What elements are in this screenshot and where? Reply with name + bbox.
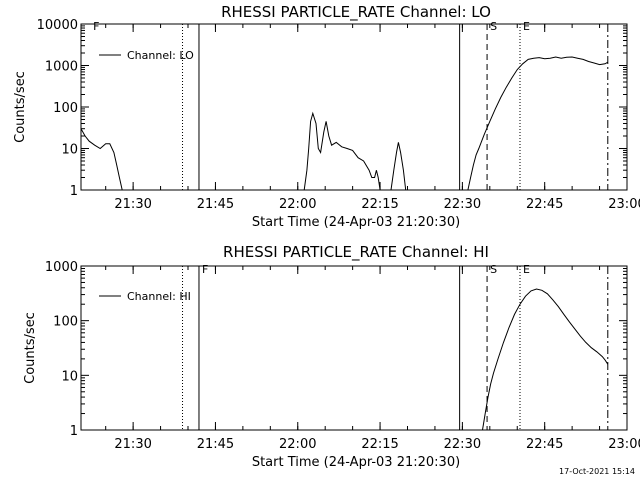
y-tick-label: 100: [53, 315, 78, 330]
x-tick-label: 21:30: [114, 197, 151, 212]
event-marker-label: S: [490, 20, 497, 33]
y-axis-label: Counts/sec: [23, 312, 38, 384]
event-marker-label: E: [523, 20, 530, 33]
y-tick-label: 10000: [37, 18, 78, 33]
series-line: [482, 288, 609, 431]
y-tick-label: 1: [70, 184, 78, 199]
y-tick-label: 10: [61, 369, 78, 384]
x-tick-label: 21:30: [114, 437, 151, 452]
x-tick-label: 23:00: [608, 437, 640, 452]
legend-entry: Channel: LO: [127, 49, 194, 62]
footer-timestamp: 17-Oct-2021 15:14: [559, 467, 635, 476]
y-tick-label: 100: [53, 101, 78, 116]
x-tick-label: 22:30: [444, 437, 481, 452]
y-tick-label: 1000: [45, 60, 78, 75]
x-tick-label: 23:00: [608, 197, 640, 212]
legend-entry: Channel: HI: [127, 290, 191, 303]
chart-panel-lo: RHESSI PARTICLE_RATE Channel: LO 21:30 21:…: [13, 3, 640, 230]
x-axis-label: Start Time (24-Apr-03 21:20:30): [252, 455, 460, 470]
x-tick-label: 22:30: [444, 197, 481, 212]
x-tick-label: 22:45: [526, 437, 563, 452]
event-marker-label: F: [202, 263, 208, 276]
x-tick-label: 22:00: [279, 437, 316, 452]
chart-panel-hi: RHESSI PARTICLE_RATE Channel: HI 21:30 21:…: [23, 243, 640, 470]
x-tick-label: 22:15: [361, 437, 398, 452]
x-tick-label: 22:45: [526, 197, 563, 212]
y-tick-label: 1000: [45, 260, 78, 275]
event-marker-label: F: [93, 20, 99, 33]
chart-title: RHESSI PARTICLE_RATE Channel: LO: [221, 3, 491, 22]
chart-title: RHESSI PARTICLE_RATE Channel: HI: [223, 243, 489, 262]
x-axis-label: Start Time (24-Apr-03 21:20:30): [252, 215, 460, 230]
event-marker-label: S: [490, 263, 497, 276]
x-tick-label: 22:15: [361, 197, 398, 212]
x-tick-label: 22:00: [279, 197, 316, 212]
series-line: [80, 128, 123, 191]
series-line: [467, 56, 609, 191]
plot-frame: [80, 265, 628, 431]
event-marker-label: E: [523, 263, 530, 276]
x-tick-label: 21:45: [197, 197, 234, 212]
y-tick-label: 1: [70, 424, 78, 439]
x-tick-label: 21:45: [197, 437, 234, 452]
y-axis-label: Counts/sec: [13, 71, 28, 143]
y-tick-label: 10: [61, 143, 78, 158]
series-line: [390, 142, 407, 191]
series-line: [303, 111, 381, 191]
